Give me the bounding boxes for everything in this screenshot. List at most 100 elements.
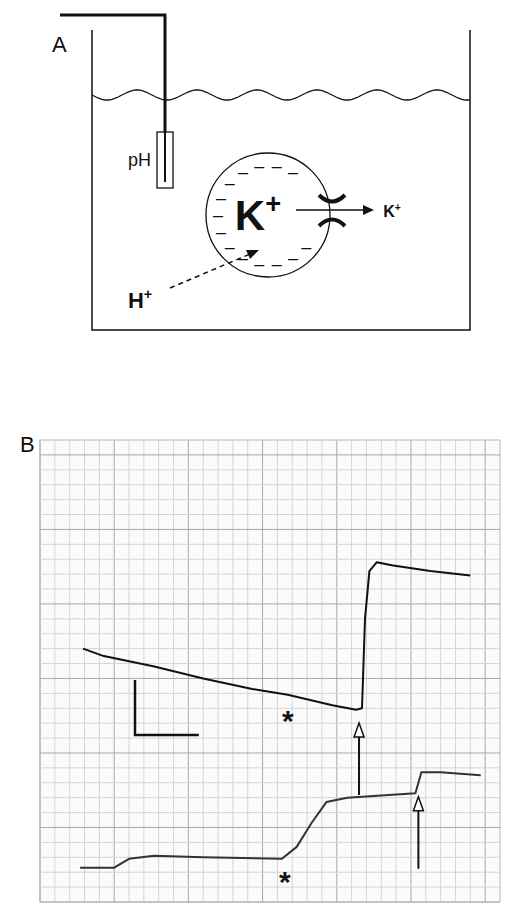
grid-line-x: [188, 440, 189, 902]
grid-line-x: [351, 440, 352, 902]
grid-line-y: [40, 708, 500, 709]
figure: ApH––––––––––––––K+K+H+B**: [0, 0, 506, 906]
event-arrow: [354, 723, 364, 795]
efflux-ion-charge: +: [395, 202, 401, 213]
annotations: **: [279, 704, 423, 899]
chart-paper: [40, 440, 500, 902]
traces: [80, 562, 481, 868]
grid-line-y: [40, 440, 500, 441]
membrane-charge: –: [254, 156, 264, 176]
panel-b: B**: [20, 432, 500, 902]
grid-line-y: [40, 469, 500, 470]
grid-line-x: [247, 440, 248, 902]
grid-line-y: [40, 678, 500, 679]
asterisk: *: [279, 865, 291, 898]
grid-line-y: [40, 842, 500, 843]
membrane-charge: –: [225, 237, 235, 257]
grid-line-x: [262, 440, 263, 902]
grid-line-y: [40, 618, 500, 619]
influx-ion: H+: [128, 286, 152, 313]
arrow-head: [413, 797, 423, 811]
arrow-shaft: [358, 735, 360, 795]
grid-line-y: [40, 693, 500, 694]
grid-line-y: [40, 484, 500, 485]
grid-line-y: [40, 574, 500, 575]
grid-line-x: [54, 440, 55, 902]
trace: [83, 562, 470, 710]
grid-line-x: [425, 440, 426, 902]
influx-ion-charge: +: [144, 286, 152, 302]
grid-line-x: [40, 440, 41, 902]
grid-line-x: [232, 440, 233, 902]
grid-line-y: [40, 514, 500, 515]
ph-probe: [157, 132, 173, 188]
influx-arrow: [170, 254, 250, 288]
grid-line-y: [40, 887, 500, 888]
grid-line-y: [40, 782, 500, 783]
grid-line-y: [40, 633, 500, 634]
grid-line-x: [470, 440, 471, 902]
grid-line-x: [455, 440, 456, 902]
grid-line-x: [99, 440, 100, 902]
grid-line-y: [40, 767, 500, 768]
membrane-charge: –: [254, 254, 264, 274]
grid-line-y: [40, 872, 500, 873]
grid-line-x: [485, 440, 486, 902]
panel-a: ApH––––––––––––––K+K+H+: [52, 15, 470, 330]
electrode-wire: [60, 15, 165, 132]
grid-line-y: [40, 648, 500, 649]
panel-label: A: [52, 32, 67, 57]
grid-line-x: [277, 440, 278, 902]
grid-line-y: [40, 738, 500, 739]
grid-line-y: [40, 797, 500, 798]
membrane-charge: –: [288, 162, 298, 182]
grid-line-y: [40, 752, 500, 753]
influx-arrowhead: [246, 250, 259, 259]
grid-line-y: [40, 603, 500, 604]
grid-line-x: [381, 440, 382, 902]
event-arrow: [413, 797, 423, 869]
probe-label: pH: [128, 150, 151, 170]
grid-line-x: [321, 440, 322, 902]
panel-label: B: [20, 432, 35, 457]
grid-line-x: [218, 440, 219, 902]
grid-line-y: [40, 902, 500, 903]
membrane-charge: –: [272, 254, 282, 274]
cell: [206, 153, 330, 277]
grid-line-y: [40, 454, 500, 455]
trace: [80, 772, 481, 867]
membrane-charge: –: [272, 156, 282, 176]
grid-line-x: [69, 440, 70, 902]
grid-line-y: [40, 723, 500, 724]
arrow-shaft: [417, 809, 419, 869]
grid-line-x: [396, 440, 397, 902]
asterisk: *: [282, 704, 294, 737]
beaker: [92, 30, 470, 330]
grid-line-x: [440, 440, 441, 902]
grid-line-y: [40, 827, 500, 828]
grid-line-x: [366, 440, 367, 902]
efflux-arrow: [296, 209, 366, 211]
grid-line-x: [307, 440, 308, 902]
grid-line-x: [143, 440, 144, 902]
efflux-arrowhead: [363, 205, 374, 215]
arrow-head: [354, 723, 364, 737]
cell-ion-charge: +: [265, 188, 281, 219]
channel-bottom: [319, 220, 345, 227]
grid-line-x: [203, 440, 204, 902]
grid-line-y: [40, 812, 500, 813]
grid-line-y: [40, 589, 500, 590]
membrane-charge: –: [225, 173, 235, 193]
grid-line-x: [84, 440, 85, 902]
membrane-charge: –: [301, 237, 311, 257]
water-surface: [92, 90, 470, 100]
membrane-charge: –: [238, 162, 248, 182]
grid-line-y: [40, 544, 500, 545]
ph-probe-core: [164, 132, 166, 182]
grid-line-x: [129, 440, 130, 902]
efflux-ion: K+: [383, 202, 401, 220]
channel-top: [319, 195, 345, 202]
membrane-charge: –: [288, 248, 298, 268]
grid-line-x: [336, 440, 337, 902]
scale-bar: [135, 680, 199, 735]
